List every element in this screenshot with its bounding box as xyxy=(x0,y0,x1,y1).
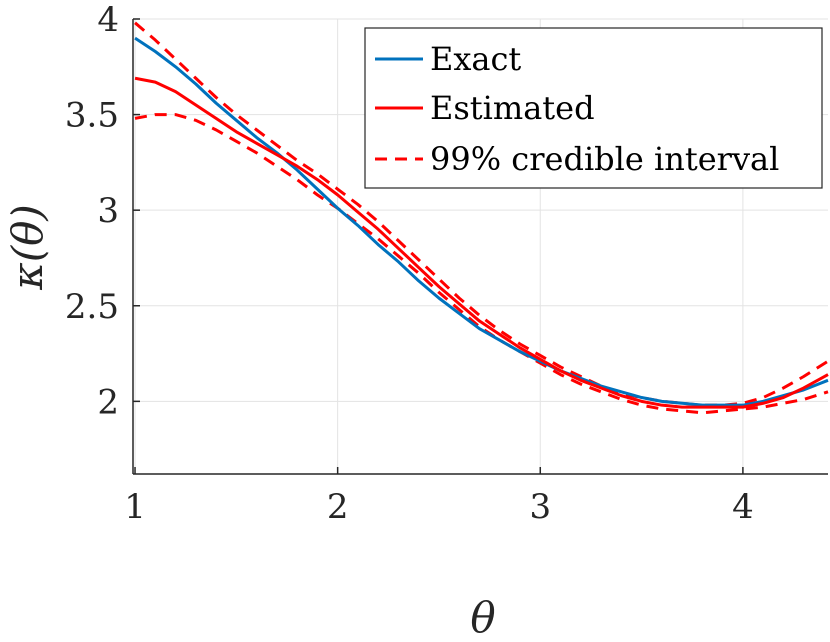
legend: Exact Estimated 99% credible interval xyxy=(364,27,823,189)
legend-box xyxy=(364,27,823,189)
y-tick-label: 3 xyxy=(97,191,119,231)
series-line-exact xyxy=(134,36,829,407)
legend-label-exact: Exact xyxy=(430,40,521,78)
y-tick-label: 2 xyxy=(97,382,119,422)
x-tick-label: 2 xyxy=(327,487,349,527)
x-tick-label: 1 xyxy=(124,487,146,527)
series-line-estimated xyxy=(134,76,829,409)
y-tick-label: 3.5 xyxy=(65,96,119,136)
legend-label-estimated: Estimated xyxy=(430,89,595,127)
x-tick-label: 4 xyxy=(732,487,754,527)
legend-label-interval: 99% credible interval xyxy=(430,140,779,178)
series-line-lower-interval xyxy=(134,113,829,415)
y-tick-label: 2.5 xyxy=(65,287,119,327)
y-tick-label: 4 xyxy=(97,0,119,40)
series-layer xyxy=(134,21,829,415)
y-axis-label: κ(θ) xyxy=(3,204,52,291)
x-axis-label: θ xyxy=(470,593,495,642)
x-tick-label: 3 xyxy=(529,487,551,527)
x-ticks: 1 2 3 4 xyxy=(124,467,754,527)
y-ticks: 2 2.5 3 3.5 4 xyxy=(65,0,140,422)
axes xyxy=(132,19,828,475)
